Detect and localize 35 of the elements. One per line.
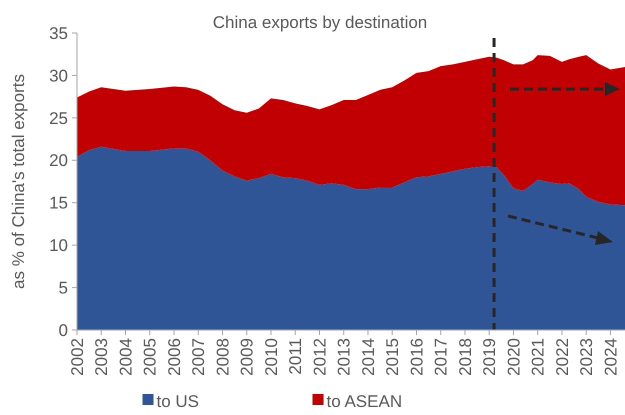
x-tick-label: 2010: [262, 338, 281, 376]
x-tick-label: 2020: [504, 338, 524, 376]
y-tick-label: 20: [49, 151, 68, 170]
x-tick-label: 2008: [213, 338, 232, 376]
x-tick-label: 2011: [286, 338, 306, 375]
y-tick-label: 35: [49, 24, 68, 43]
x-tick-label: 2015: [383, 338, 402, 376]
x-tick-label: 2014: [358, 338, 378, 376]
y-tick-label: 10: [49, 236, 68, 256]
x-tick-label: 2024: [601, 338, 620, 376]
y-tick-label: 30: [49, 66, 68, 86]
y-tick-label: 25: [49, 108, 68, 128]
x-tick-label: 2007: [189, 338, 208, 376]
x-tick-label: 2023: [577, 338, 596, 376]
legend-label: to ASEAN: [326, 392, 402, 411]
x-tick-label: 2022: [552, 338, 572, 376]
x-tick-label: 2012: [310, 338, 330, 376]
x-tick-label: 2019: [480, 338, 500, 376]
y-tick-label: 15: [49, 194, 68, 213]
x-tick-label: 2017: [432, 338, 451, 376]
x-tick-label: 2006: [164, 338, 184, 376]
x-tick-label: 2018: [456, 338, 475, 376]
x-tick-label: 2002: [68, 338, 87, 376]
legend-label: to US: [156, 392, 200, 411]
x-tick-label: 2013: [334, 338, 354, 376]
y-tick-label: 0: [58, 320, 68, 340]
y-axis-title: as % of China's total exports: [9, 74, 28, 289]
x-tick-label: 2021: [528, 338, 548, 376]
chart-title: China exports by destination: [212, 13, 428, 32]
x-tick-label: 2009: [238, 338, 257, 376]
x-tick-label: 2004: [116, 338, 136, 376]
x-tick-label: 2005: [140, 338, 160, 376]
x-tick-label: 2016: [407, 338, 426, 376]
x-tick-label: 2003: [92, 338, 112, 376]
y-tick-label: 5: [58, 278, 68, 298]
